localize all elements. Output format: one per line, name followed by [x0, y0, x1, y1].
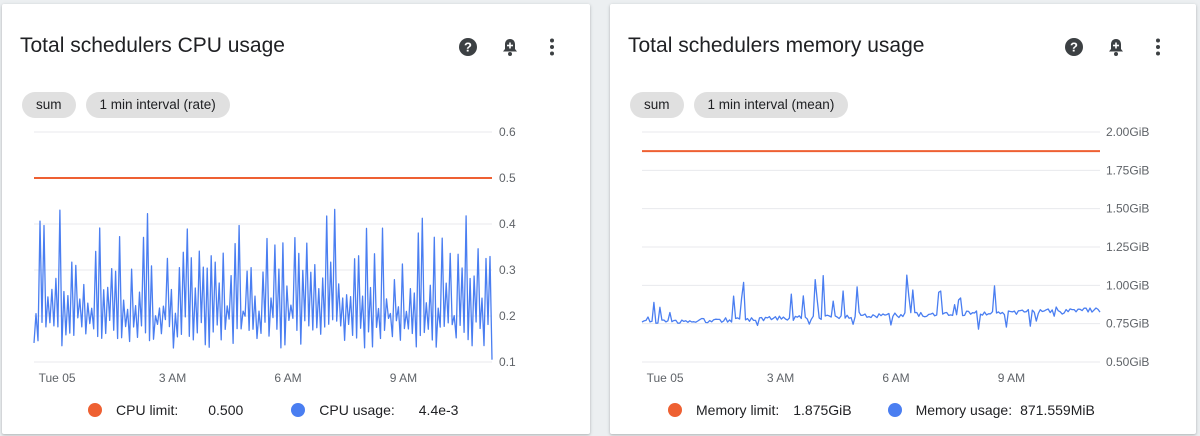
x-tick-label: Tue 05 [647, 371, 684, 385]
legend-limit-label: Memory limit: [696, 402, 780, 418]
chip-aggregation[interactable]: sum [22, 92, 76, 118]
memory-usage-card: Total schedulers memory usage ? sum 1 mi… [610, 4, 1196, 434]
y-tick-label: 1.00GiB [1106, 278, 1149, 292]
legend-usage-value: 4.4e-3 [418, 402, 459, 418]
y-tick-label: 0.2 [499, 309, 516, 323]
help-icon[interactable]: ? [458, 37, 478, 57]
cpu-chart[interactable]: 0.1 0.2 0.3 0.4 0.5 0.6 Tue 05 3 AM 6 AM 9 AM [2, 114, 590, 394]
cpu-usage-card: Total schedulers CPU usage ? sum 1 min i… [2, 4, 590, 434]
chip-aggregation[interactable]: sum [630, 92, 684, 118]
x-tick-label: 6 AM [882, 371, 909, 385]
chip-interval[interactable]: 1 min interval (rate) [85, 92, 230, 118]
y-tick-label: 0.5 [499, 171, 516, 185]
x-tick-label: 3 AM [767, 371, 794, 385]
y-tick-label: 0.6 [499, 125, 516, 139]
more-options-icon[interactable] [542, 37, 562, 57]
y-tick-label: 1.75GiB [1106, 163, 1149, 177]
legend-limit-label: CPU limit: [116, 402, 179, 418]
y-tick-label: 2.00GiB [1106, 125, 1149, 139]
legend-usage-dot [887, 403, 902, 417]
svg-text:?: ? [1070, 40, 1078, 55]
y-tick-label: 0.50GiB [1106, 355, 1149, 369]
y-tick-label: 0.1 [499, 355, 516, 369]
legend-limit-dot [88, 403, 102, 417]
series-usage-line [33, 208, 493, 360]
series-usage-line [641, 274, 1101, 330]
x-tick-label: 9 AM [998, 371, 1025, 385]
memory-chips: sum 1 min interval (mean) [630, 92, 849, 118]
legend-limit-value: 0.500 [208, 402, 244, 418]
x-tick-label: 6 AM [274, 371, 301, 385]
more-options-icon[interactable] [1148, 37, 1168, 57]
cpu-legend: CPU limit: 0.500 CPU usage: 4.4e-3 [88, 402, 458, 418]
y-tick-label: 1.25GiB [1106, 240, 1149, 254]
legend-limit-value: 1.875GiB [793, 402, 852, 418]
memory-card-title: Total schedulers memory usage [628, 34, 925, 57]
legend-usage-value: 871.559MiB [1020, 402, 1095, 418]
legend-usage-label: Memory usage: [915, 402, 1013, 418]
add-alert-icon[interactable] [1106, 37, 1126, 57]
legend-usage-dot [291, 403, 306, 417]
y-tick-label: 0.3 [499, 263, 516, 277]
y-tick-label: 0.75GiB [1106, 317, 1149, 331]
add-alert-icon[interactable] [500, 37, 520, 57]
legend-limit-dot [668, 403, 682, 417]
y-tick-label: 1.50GiB [1106, 202, 1149, 216]
x-tick-label: 9 AM [390, 371, 417, 385]
y-tick-label: 0.4 [499, 217, 516, 231]
memory-card-actions: ? [1064, 37, 1168, 57]
cpu-card-title: Total schedulers CPU usage [20, 34, 285, 57]
cpu-card-actions: ? [458, 37, 562, 57]
legend-usage-label: CPU usage: [319, 402, 395, 418]
x-tick-label: 3 AM [159, 371, 186, 385]
chip-interval[interactable]: 1 min interval (mean) [693, 92, 849, 118]
x-tick-label: Tue 05 [39, 371, 76, 385]
svg-text:?: ? [464, 40, 472, 55]
memory-chart[interactable]: 0.50GiB 0.75GiB 1.00GiB 1.25GiB 1.50GiB 1.75G… [610, 114, 1196, 394]
memory-legend: Memory limit: 1.875GiB Memory usage: 871… [668, 402, 1095, 418]
help-icon[interactable]: ? [1064, 37, 1084, 57]
cpu-chips: sum 1 min interval (rate) [22, 92, 230, 118]
